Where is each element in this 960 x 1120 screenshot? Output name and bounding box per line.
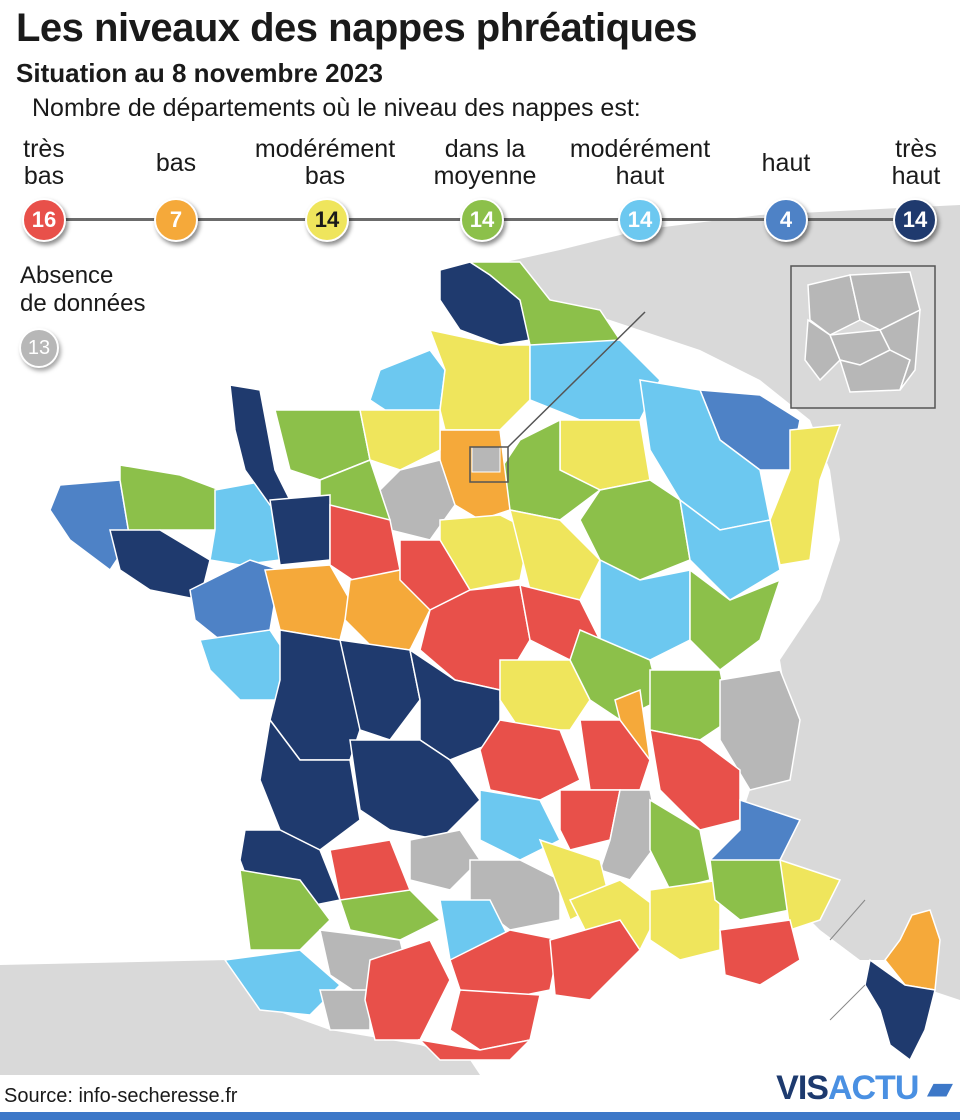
paris-locator-box — [469, 446, 509, 483]
region-no-data-htes-pyrenees — [319, 989, 371, 1031]
legend-label-moderately-low: modérément bas — [254, 135, 396, 190]
page-subtitle: Situation au 8 novembre 2023 — [16, 58, 384, 88]
region-average-cotes — [119, 464, 221, 541]
region-average-ain — [649, 669, 731, 741]
region-moderately-low-eure — [359, 409, 441, 471]
region-low-maine — [264, 564, 351, 641]
legend-label-moderately-high: modérément haut — [569, 135, 711, 190]
neighbor-land-south — [0, 960, 480, 1075]
region-no-data-lot — [409, 829, 481, 891]
corsica-inset-line — [829, 984, 866, 1021]
legend-label-average: dans la moyenne — [433, 135, 537, 190]
legend-label-high: haut — [761, 149, 811, 177]
region-no-data-savoie — [719, 669, 801, 791]
region-very-low-var — [719, 919, 801, 986]
region-moderately-low-alpes-m — [779, 858, 842, 931]
legend-badge-average: 14 — [460, 198, 504, 242]
region-very-high-corse-sud — [864, 958, 936, 1062]
region-moderately-low-vaucluse — [649, 879, 721, 961]
legend-badge-moderately-low: 14 — [305, 198, 349, 242]
bottom-bar — [0, 1112, 960, 1120]
region-very-high-vienne — [339, 639, 421, 741]
region-very-high-limousin — [349, 739, 481, 841]
paris-inset-dept-3 — [804, 318, 841, 382]
region-no-data-ardeche — [599, 789, 661, 881]
region-very-low-puy — [479, 719, 581, 801]
legend-badge-moderately-high: 14 — [618, 198, 662, 242]
region-very-low-loire — [579, 719, 651, 791]
region-no-data-idf — [471, 446, 501, 473]
visactu-logo: VISACTU ▰ — [776, 1069, 953, 1107]
region-very-low-herault — [549, 919, 641, 1001]
legend-intro: Nombre de départements où le niveau des … — [32, 94, 641, 122]
region-very-high-mayenne2 — [269, 494, 331, 566]
region-average-lot-garonne — [339, 889, 442, 941]
region-moderately-high-east4 — [678, 498, 781, 601]
source-credit: Source: info-secheresse.fr — [4, 1085, 238, 1107]
region-very-low-haute-loire — [559, 789, 621, 851]
region-moderately-high-vendee — [199, 629, 291, 701]
legend-badge-very-low: 16 — [22, 198, 66, 242]
region-moderately-low-picardie — [428, 328, 531, 431]
region-very-low-pyr-or — [417, 1038, 533, 1061]
region-very-high-indre — [408, 648, 501, 761]
page-title: Les niveaux des nappes phréatiques — [16, 6, 698, 50]
region-very-high-charente — [259, 718, 361, 851]
paris-inset-dept-1 — [807, 274, 861, 336]
region-average-doubs — [689, 568, 782, 671]
region-moderately-low-alsace — [769, 424, 842, 566]
legend-label-very-high: très haut — [891, 135, 941, 190]
region-average-alpes-hp — [709, 859, 791, 921]
legend-badge-very-high: 14 — [893, 198, 937, 242]
legend-label-no-data: Absence de données — [20, 262, 146, 317]
region-moderately-high-cantal — [479, 789, 562, 861]
legend-badge-low: 7 — [154, 198, 198, 242]
inset-connector — [507, 311, 646, 448]
legend-badge-no-data: 13 — [19, 328, 59, 368]
paris-inset-dept-6 — [878, 308, 921, 391]
legend-badge-high: 4 — [764, 198, 808, 242]
legend-label-very-low: très bas — [23, 135, 65, 190]
region-average-east3 — [579, 479, 691, 581]
corsica-inset-line-2 — [829, 899, 866, 941]
legend-label-low: bas — [155, 149, 197, 177]
region-moderately-low-yonne — [508, 509, 601, 601]
region-average-landes — [239, 869, 331, 951]
